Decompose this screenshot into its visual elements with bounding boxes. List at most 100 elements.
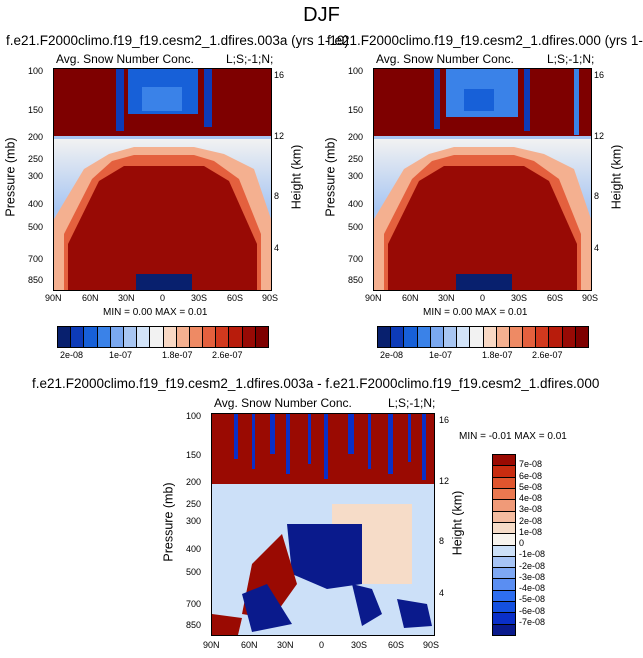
panel3-ytick: 300 xyxy=(186,516,202,526)
colorbar-swatch xyxy=(216,327,230,347)
panel1-xtick: 60N xyxy=(82,293,99,303)
panel1-case-title: f.e21.F2000climo.f19_f19.cesm2_1.dfires.… xyxy=(6,33,349,48)
panel2-ytick: 700 xyxy=(348,254,364,264)
panel2-minmax: MIN = 0.00 MAX = 0.01 xyxy=(423,307,528,318)
colorbar1-label: 2e-08 xyxy=(60,350,84,360)
panel2-ytick: 300 xyxy=(348,171,364,181)
colorbar3-label: -6e-08 xyxy=(519,605,546,616)
panel3-colorbar-labels: 7e-08 6e-08 5e-08 4e-08 3e-08 2e-08 1e-08 0 -1e-… xyxy=(519,454,579,634)
panel2-ytick: 250 xyxy=(348,154,364,164)
panel2-ytick: 100 xyxy=(348,66,364,76)
colorbar-swatch xyxy=(523,327,537,347)
colorbar-swatch xyxy=(189,327,204,347)
colorbar-swatch xyxy=(176,327,190,347)
panel1-ytick-right: 16 xyxy=(274,70,285,80)
panel1-minmax: MIN = 0.00 MAX = 0.01 xyxy=(103,307,208,318)
panel3-minmax: MIN = -0.01 MAX = 0.01 xyxy=(459,431,567,442)
panel3-xtick: 30S xyxy=(351,640,368,650)
colorbar1-label: 1e-07 xyxy=(109,350,133,360)
panel1-plot xyxy=(53,68,272,291)
panel2-xtick: 30S xyxy=(511,293,528,303)
panel3-ytick: 700 xyxy=(186,599,202,609)
page-title: DJF xyxy=(303,4,340,26)
colorbar-swatch xyxy=(255,327,268,347)
colorbar-swatch xyxy=(378,327,392,347)
panel2-ytick: 500 xyxy=(348,222,364,232)
colorbar-swatch xyxy=(97,327,111,347)
panel2-ytick-right: 8 xyxy=(594,191,600,201)
colorbar-swatch xyxy=(493,511,515,523)
colorbar-swatch xyxy=(84,327,98,347)
colorbar-swatch xyxy=(163,327,177,347)
colorbar2-label: 2e-08 xyxy=(380,350,404,360)
colorbar3-label: 1e-08 xyxy=(519,526,543,537)
panel1-ytick-right: 12 xyxy=(274,131,285,141)
panel3-xtick: 60N xyxy=(241,640,258,650)
colorbar2-label: 1e-07 xyxy=(429,350,453,360)
colorbar-swatch xyxy=(203,327,217,347)
colorbar-swatch xyxy=(457,327,471,347)
colorbar-swatch xyxy=(536,327,550,347)
panel1-xtick: 30N xyxy=(118,293,135,303)
colorbar-swatch xyxy=(493,488,515,501)
colorbar2-label: 2.6e-07 xyxy=(532,350,563,360)
panel2-xtick: 0 xyxy=(480,293,486,303)
panel3-ytick: 200 xyxy=(186,477,202,487)
panel3-xtick: 60S xyxy=(388,640,405,650)
colorbar-swatch xyxy=(391,327,405,347)
colorbar3-label: -1e-08 xyxy=(519,549,546,560)
panel1-xtick: 0 xyxy=(160,293,166,303)
panel1-ytick: 250 xyxy=(28,154,44,164)
panel3-corner-label: L;S;-1;N; xyxy=(388,396,436,410)
panel2-xtick: 60N xyxy=(402,293,419,303)
colorbar3-label: 6e-08 xyxy=(519,470,543,481)
colorbar-swatch xyxy=(575,327,588,347)
panel2-ytick: 200 xyxy=(348,132,364,142)
panel3-ytick: 250 xyxy=(186,499,202,509)
panel1-xtick: 90S xyxy=(262,293,279,303)
panel1-ytick: 700 xyxy=(28,254,44,264)
panel1-ytick: 200 xyxy=(28,132,44,142)
panel2-ytick: 150 xyxy=(348,105,364,115)
colorbar-swatch xyxy=(493,522,515,535)
panel1-xtick: 90N xyxy=(45,293,62,303)
panel2-ytick-right: 16 xyxy=(594,70,605,80)
colorbar-swatch xyxy=(71,327,85,347)
colorbar3-label: 5e-08 xyxy=(519,481,543,492)
colorbar-swatch xyxy=(493,613,515,625)
colorbar-swatch xyxy=(417,327,431,347)
colorbar3-label: 0 xyxy=(519,538,525,548)
panel2-ytick-right: 4 xyxy=(594,243,600,253)
colorbar-swatch xyxy=(229,327,243,347)
panel2-case-title: f.e21.F2000climo.f19_f19.cesm2_1.dfires.… xyxy=(327,33,643,48)
colorbar3-label: 3e-08 xyxy=(519,504,543,515)
colorbar3-label: -7e-08 xyxy=(519,616,546,627)
colorbar-swatch xyxy=(493,602,515,614)
panel3-xtick: 90N xyxy=(203,640,220,650)
panel1-ytick: 300 xyxy=(28,171,44,181)
panel3-ytick-right: 16 xyxy=(439,415,450,425)
colorbar3-label: -3e-08 xyxy=(519,571,546,582)
colorbar-swatch xyxy=(110,327,124,347)
panel2-xtick: 90N xyxy=(365,293,382,303)
panel1-field xyxy=(54,69,271,290)
panel1-colorbar xyxy=(57,326,269,348)
colorbar1-label: 2.6e-07 xyxy=(212,350,243,360)
panel1-variable-label: Avg. Snow Number Conc. xyxy=(56,52,194,66)
colorbar-swatch xyxy=(137,327,151,347)
panel1-corner-label: L;S;-1;N; xyxy=(226,52,274,66)
colorbar-swatch xyxy=(493,534,515,546)
panel3-ytick: 850 xyxy=(186,620,202,630)
panel2-ylabel: Pressure (mb) xyxy=(323,137,338,217)
panel1-ytick-right: 8 xyxy=(274,191,280,201)
colorbar-swatch xyxy=(493,455,515,467)
panel3-ytick-right: 12 xyxy=(439,476,450,486)
panel3-colorbar xyxy=(492,454,516,636)
colorbar-swatch xyxy=(493,568,515,580)
panel2-field xyxy=(374,69,591,290)
panel2-corner-label: L;S;-1;N; xyxy=(547,52,595,66)
panel3-xtick: 30N xyxy=(277,640,294,650)
panel3-ytick: 500 xyxy=(186,567,202,577)
panel3-ytick: 150 xyxy=(186,450,202,460)
panel2-ytick: 400 xyxy=(348,199,364,209)
